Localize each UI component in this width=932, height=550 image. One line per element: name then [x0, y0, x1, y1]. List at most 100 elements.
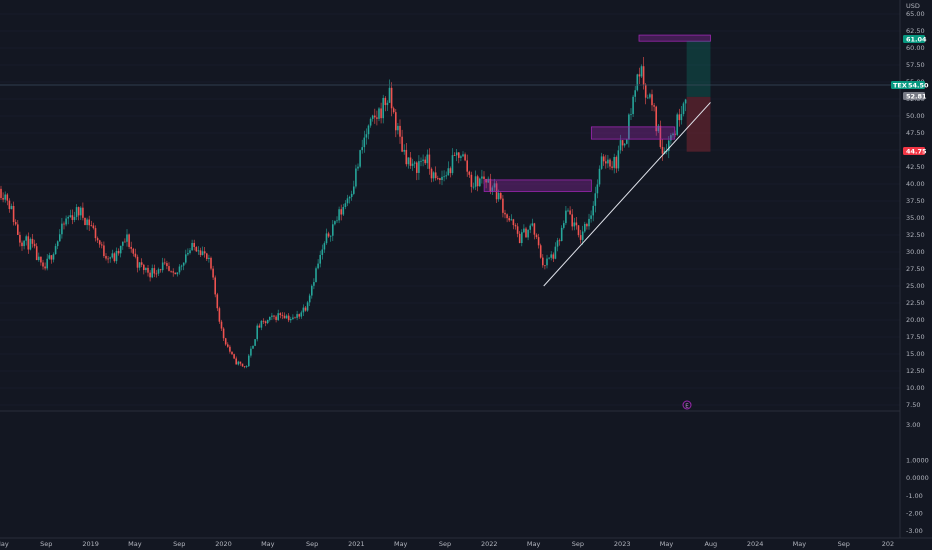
- candle[interactable]: [644, 83, 647, 105]
- supply-zone-2023[interactable]: [590, 126, 676, 140]
- candle[interactable]: [2, 192, 4, 203]
- candle[interactable]: [489, 173, 492, 195]
- candle[interactable]: [346, 194, 349, 207]
- candle[interactable]: [445, 171, 447, 180]
- candle[interactable]: [384, 96, 387, 112]
- candle[interactable]: [460, 154, 462, 162]
- candle[interactable]: [0, 185, 2, 201]
- candle[interactable]: [256, 323, 258, 342]
- candle[interactable]: [161, 257, 164, 273]
- candle[interactable]: [655, 105, 657, 136]
- candle[interactable]: [178, 264, 181, 275]
- candle[interactable]: [399, 119, 401, 144]
- candle[interactable]: [424, 156, 426, 166]
- candle[interactable]: [613, 153, 615, 174]
- candle[interactable]: [560, 225, 563, 242]
- candle[interactable]: [401, 129, 403, 153]
- candle[interactable]: [434, 166, 437, 181]
- candle[interactable]: [19, 231, 21, 247]
- time-axis[interactable]: MaySep2019MaySep2020MaySep2021MaySep2022…: [0, 540, 894, 548]
- candle[interactable]: [439, 177, 441, 185]
- candle[interactable]: [287, 313, 290, 323]
- candle[interactable]: [665, 143, 668, 155]
- candle[interactable]: [94, 225, 97, 242]
- candle[interactable]: [556, 237, 559, 252]
- candle[interactable]: [103, 241, 105, 258]
- candle[interactable]: [514, 223, 517, 230]
- candle[interactable]: [258, 323, 261, 328]
- candle[interactable]: [523, 224, 525, 234]
- candle[interactable]: [623, 142, 626, 148]
- candle[interactable]: [243, 366, 246, 369]
- candle[interactable]: [321, 244, 324, 260]
- candle[interactable]: [292, 314, 294, 320]
- demand-zone-2022[interactable]: [483, 179, 592, 192]
- candle[interactable]: [338, 206, 340, 224]
- candle[interactable]: [563, 220, 565, 230]
- candle[interactable]: [151, 264, 153, 279]
- candle[interactable]: [586, 222, 588, 230]
- candle[interactable]: [105, 253, 107, 261]
- candle[interactable]: [573, 217, 576, 231]
- candle[interactable]: [355, 164, 357, 189]
- candle[interactable]: [521, 229, 523, 247]
- candle[interactable]: [479, 177, 481, 187]
- candle[interactable]: [48, 252, 51, 260]
- candle[interactable]: [548, 257, 550, 260]
- candle[interactable]: [584, 221, 586, 233]
- candle[interactable]: [197, 246, 200, 255]
- candle[interactable]: [14, 219, 17, 226]
- candle[interactable]: [636, 73, 639, 92]
- candle[interactable]: [581, 225, 584, 245]
- candle[interactable]: [378, 107, 380, 122]
- candle[interactable]: [342, 203, 345, 217]
- candle[interactable]: [227, 342, 229, 348]
- candle[interactable]: [124, 238, 126, 243]
- candle[interactable]: [464, 152, 466, 162]
- candle[interactable]: [25, 234, 27, 246]
- candle[interactable]: [252, 345, 254, 349]
- candle[interactable]: [84, 217, 86, 226]
- candle[interactable]: [86, 217, 88, 230]
- candle[interactable]: [33, 239, 36, 249]
- candle[interactable]: [82, 202, 84, 221]
- candle[interactable]: [224, 337, 227, 346]
- candle[interactable]: [640, 64, 643, 79]
- candle[interactable]: [147, 264, 149, 277]
- candle[interactable]: [390, 82, 393, 117]
- candle[interactable]: [266, 319, 269, 325]
- candle[interactable]: [319, 250, 321, 268]
- candle[interactable]: [17, 219, 19, 236]
- candle[interactable]: [300, 310, 303, 319]
- candle[interactable]: [269, 316, 271, 322]
- candle[interactable]: [153, 264, 156, 278]
- candle[interactable]: [327, 231, 330, 238]
- candle[interactable]: [397, 122, 399, 135]
- candle[interactable]: [405, 142, 408, 167]
- candle[interactable]: [40, 256, 42, 266]
- candle[interactable]: [535, 233, 538, 239]
- candle[interactable]: [451, 148, 454, 176]
- candle[interactable]: [516, 223, 519, 238]
- candle[interactable]: [115, 247, 118, 264]
- candle[interactable]: [218, 306, 221, 324]
- candle[interactable]: [447, 161, 450, 176]
- candle[interactable]: [206, 252, 208, 262]
- candle[interactable]: [273, 314, 275, 320]
- candle[interactable]: [432, 171, 435, 182]
- candle[interactable]: [579, 229, 582, 244]
- candle[interactable]: [264, 320, 267, 327]
- candle[interactable]: [668, 136, 670, 159]
- candle[interactable]: [294, 316, 296, 319]
- candle[interactable]: [80, 206, 82, 220]
- candle[interactable]: [134, 248, 137, 259]
- candle[interactable]: [682, 101, 685, 117]
- candle[interactable]: [21, 240, 23, 251]
- candle[interactable]: [630, 108, 632, 120]
- candle[interactable]: [626, 138, 628, 145]
- candle[interactable]: [651, 89, 653, 111]
- candle[interactable]: [63, 221, 65, 230]
- candle[interactable]: [510, 214, 513, 221]
- candle[interactable]: [615, 155, 618, 173]
- candle[interactable]: [42, 259, 44, 270]
